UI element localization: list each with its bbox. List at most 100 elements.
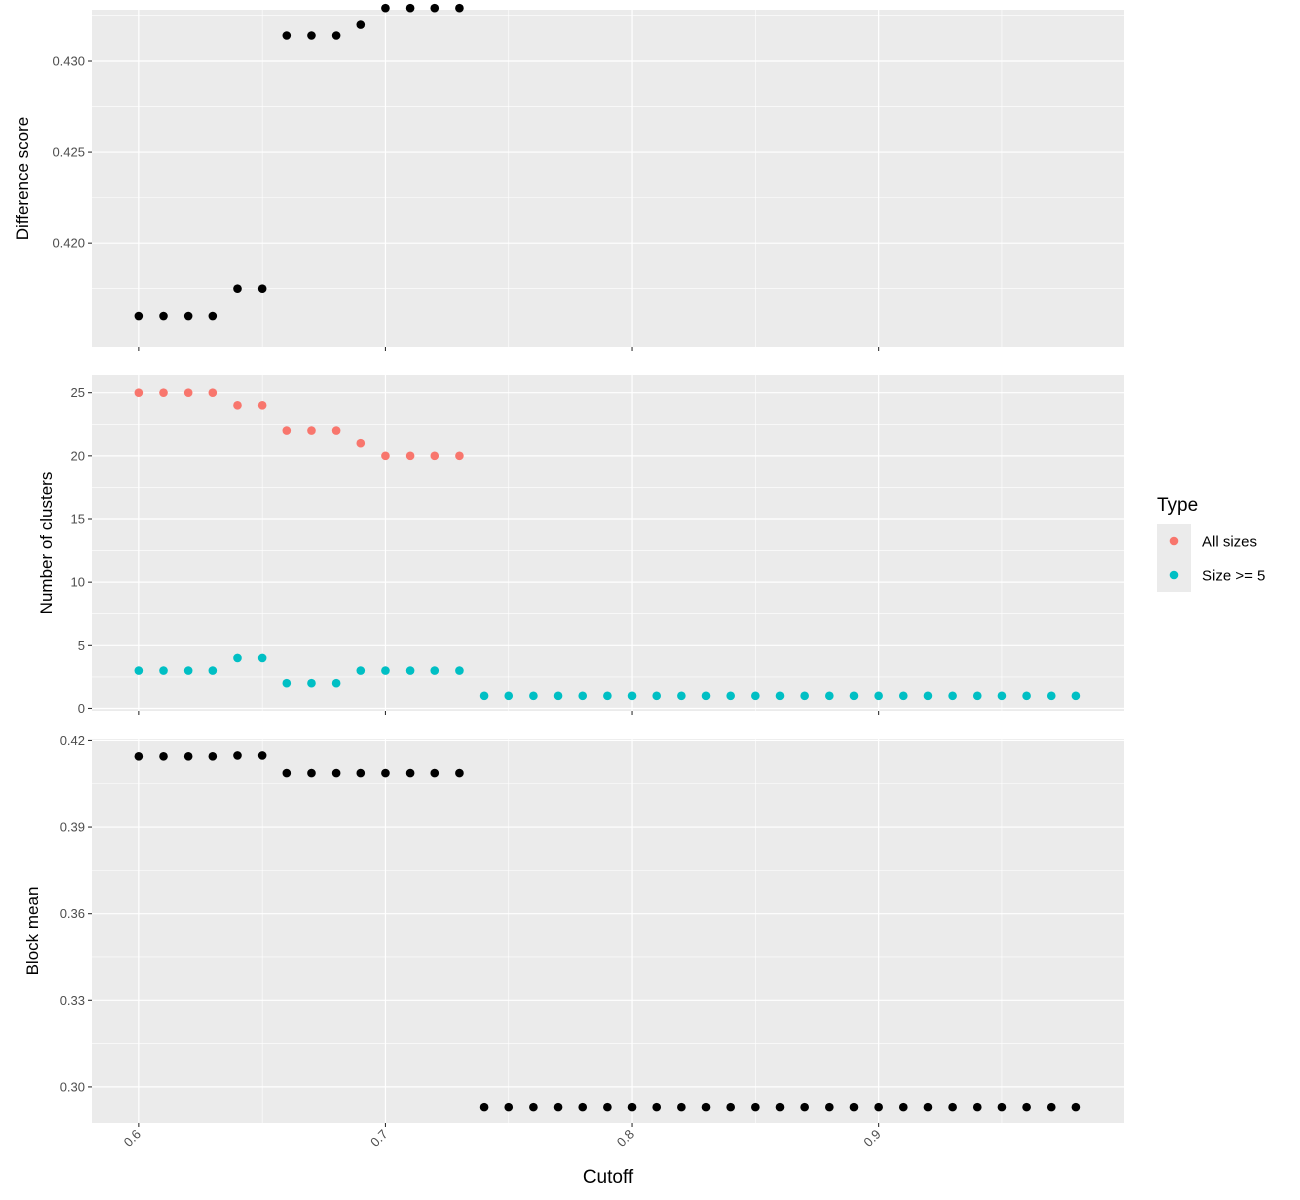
data-point xyxy=(257,284,267,294)
data-point xyxy=(726,1102,735,1112)
data-point xyxy=(972,691,982,701)
data-point xyxy=(775,1102,785,1112)
x-axis-title: Cutoff xyxy=(583,1167,634,1188)
data-point xyxy=(381,666,390,675)
data-point xyxy=(159,752,168,761)
data-point xyxy=(430,3,440,13)
y-axis-title: Number of clusters xyxy=(37,472,56,615)
data-point xyxy=(233,751,242,760)
data-point xyxy=(1022,691,1031,701)
data-point xyxy=(455,3,464,13)
data-point xyxy=(677,691,686,701)
y-tick-label: 0.42 xyxy=(60,733,85,748)
gridlines xyxy=(92,739,1124,1123)
y-axis: 0 5 10 15 20 25 xyxy=(71,385,92,716)
data-point xyxy=(972,1102,982,1112)
data-point xyxy=(849,691,859,701)
legend-title: Type xyxy=(1157,495,1198,516)
data-point xyxy=(455,666,464,675)
y-axis-title: Difference score xyxy=(13,117,32,240)
data-point xyxy=(233,653,242,663)
data-point xyxy=(233,401,242,410)
data-point xyxy=(405,768,415,778)
data-point xyxy=(208,752,218,761)
data-point xyxy=(134,388,144,397)
y-tick-label: 10 xyxy=(71,575,85,590)
series xyxy=(134,388,464,461)
data-point xyxy=(504,691,514,701)
y-tick-label: 0 xyxy=(78,701,85,716)
data-point xyxy=(405,3,415,13)
data-point xyxy=(603,1102,612,1112)
data-point xyxy=(356,438,366,448)
data-point xyxy=(997,691,1007,701)
data-point xyxy=(307,678,316,688)
y-tick-label: 0.33 xyxy=(60,993,85,1008)
data-point xyxy=(578,1102,588,1112)
data-point xyxy=(652,1102,662,1112)
data-point xyxy=(455,768,464,778)
data-point xyxy=(208,666,218,675)
x-axis xyxy=(138,711,880,715)
data-point xyxy=(257,401,267,410)
data-point xyxy=(874,691,883,701)
data-point xyxy=(898,1102,908,1112)
data-point xyxy=(923,691,933,701)
data-point xyxy=(1071,1102,1081,1112)
data-point xyxy=(183,666,193,675)
data-point xyxy=(553,691,563,701)
y-tick-label: 0.30 xyxy=(60,1079,85,1094)
data-point xyxy=(282,678,292,688)
y-tick-label: 0.425 xyxy=(52,145,85,160)
data-point xyxy=(603,691,612,701)
y-tick-label: 20 xyxy=(71,448,85,463)
data-point xyxy=(381,451,390,461)
data-point xyxy=(159,388,168,397)
data-point xyxy=(307,768,316,778)
data-point xyxy=(134,752,144,761)
data-point xyxy=(455,451,464,461)
data-point xyxy=(504,1102,514,1112)
legend: Type All sizes Size >= 5 xyxy=(1157,495,1265,592)
data-point xyxy=(356,768,366,778)
data-point xyxy=(257,751,267,760)
data-point xyxy=(381,768,390,778)
data-point xyxy=(898,691,908,701)
points xyxy=(134,751,1081,1112)
data-point xyxy=(159,311,168,321)
data-point xyxy=(923,1102,933,1112)
y-tick-label: 0.420 xyxy=(52,236,85,251)
y-tick-label: 0.39 xyxy=(60,820,85,835)
legend-items: All sizes Size >= 5 xyxy=(1157,524,1265,592)
data-point xyxy=(331,31,341,40)
data-point xyxy=(159,666,168,675)
data-point xyxy=(1046,691,1056,701)
y-axis: 0.420 0.425 0.430 xyxy=(52,54,92,251)
y-axis: 0.30 0.33 0.36 0.39 0.42 xyxy=(60,733,92,1094)
panels: 0.420 0.425 0.430 Difference score 0 5 10 15 20 2… xyxy=(13,3,1124,1150)
data-point xyxy=(825,691,834,701)
data-point xyxy=(134,666,144,675)
data-point xyxy=(405,666,415,675)
data-point xyxy=(331,678,341,688)
data-point xyxy=(183,388,193,397)
legend-key-marker xyxy=(1169,570,1179,580)
data-point xyxy=(381,3,390,13)
data-point xyxy=(529,1102,538,1112)
data-point xyxy=(627,1102,637,1112)
data-point xyxy=(430,451,440,461)
data-point xyxy=(282,31,292,40)
panel-2: 0 5 10 15 20 25 Number of clusters xyxy=(37,375,1124,716)
y-tick-label: 0.430 xyxy=(52,54,85,69)
data-point xyxy=(1022,1102,1031,1112)
data-point xyxy=(751,1102,760,1112)
data-point xyxy=(997,1102,1007,1112)
data-point xyxy=(331,426,341,435)
data-point xyxy=(356,20,366,29)
data-point xyxy=(578,691,588,701)
points xyxy=(134,3,464,321)
data-point xyxy=(356,666,366,675)
data-point xyxy=(1071,691,1081,701)
